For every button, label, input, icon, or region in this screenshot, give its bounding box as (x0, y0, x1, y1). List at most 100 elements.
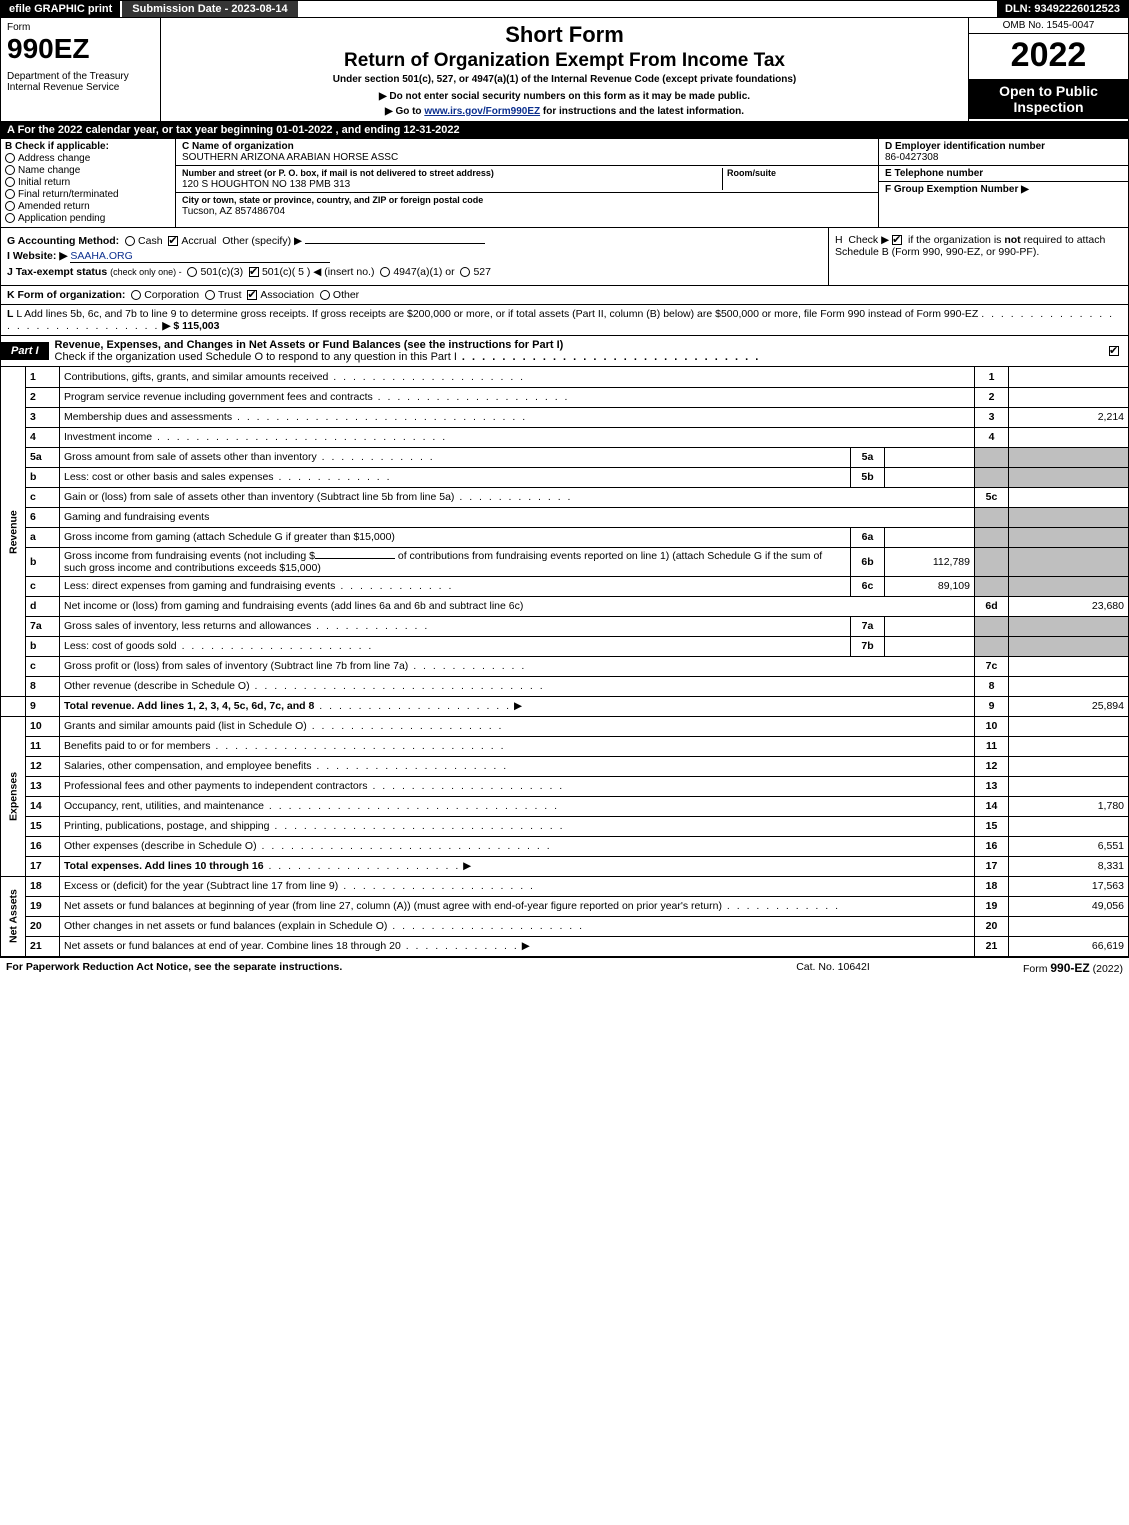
gh-left: G Accounting Method: Cash Accrual Other … (1, 228, 828, 285)
submission-date: Submission Date - 2023-08-14 (120, 1, 297, 17)
j-sub: (check only one) - (110, 267, 182, 277)
line-10-value (1009, 716, 1129, 736)
j-501c3-radio[interactable] (187, 267, 197, 277)
note2-post: for instructions and the latest informat… (540, 106, 744, 117)
chk-name-change[interactable]: Name change (5, 165, 171, 176)
line-15-value (1009, 816, 1129, 836)
line-21-value: 66,619 (1009, 936, 1129, 956)
chk-application-pending[interactable]: Application pending (5, 213, 171, 224)
j-501c-check[interactable] (249, 267, 259, 277)
part-1-schedule-o-check[interactable] (1109, 346, 1119, 356)
spacer (298, 1, 997, 17)
h-checkbox[interactable] (892, 235, 902, 245)
part-1-tag: Part I (1, 342, 49, 360)
c-name-value: SOUTHERN ARIZONA ARABIAN HORSE ASSC (182, 152, 872, 163)
k-label: K Form of organization: (7, 289, 125, 301)
line-5a-value (885, 447, 975, 467)
line-17-value: 8,331 (1009, 856, 1129, 876)
c-city-label: City or town, state or province, country… (182, 195, 483, 205)
line-11-value (1009, 736, 1129, 756)
c-addr-value: 120 S HOUGHTON NO 138 PMB 313 (182, 179, 722, 190)
l-amount: ▶ $ 115,003 (162, 320, 219, 332)
row-a-calendar-year: A For the 2022 calendar year, or tax yea… (0, 122, 1129, 139)
block-g-h-i-j: G Accounting Method: Cash Accrual Other … (0, 228, 1129, 286)
row-l-gross-receipts: L L Add lines 5b, 6c, and 7b to line 9 t… (0, 305, 1129, 336)
subtitle: Under section 501(c), 527, or 4947(a)(1)… (167, 74, 962, 85)
l-text: L Add lines 5b, 6c, and 7b to line 9 to … (16, 308, 978, 320)
line-16-value: 6,551 (1009, 836, 1129, 856)
tax-year: 2022 (969, 34, 1128, 79)
i-website-value[interactable]: SAAHA.ORG (70, 250, 330, 263)
line-2-value (1009, 387, 1129, 407)
open-public: Open to Public Inspection (969, 79, 1128, 119)
d-ein-label: D Employer identification number (885, 141, 1045, 152)
department: Department of the Treasury Internal Reve… (7, 71, 154, 93)
note-link: ▶ Go to www.irs.gov/Form990EZ for instru… (167, 106, 962, 117)
c-name-label: C Name of organization (182, 141, 294, 152)
form-label: Form (7, 22, 154, 33)
chk-address-change[interactable]: Address change (5, 153, 171, 164)
header-mid: Short Form Return of Organization Exempt… (161, 18, 968, 121)
line-20-value (1009, 916, 1129, 936)
part-1-title: Revenue, Expenses, and Changes in Net As… (49, 336, 1103, 366)
block-b-c-d: B Check if applicable: Address change Na… (0, 139, 1129, 228)
h-check-schedule-b: H Check ▶ if the organization is not req… (828, 228, 1128, 285)
form-header: Form 990EZ Department of the Treasury In… (0, 18, 1129, 122)
g-other-input[interactable] (305, 243, 485, 244)
k-assoc-check[interactable] (247, 290, 257, 300)
line-8-value (1009, 676, 1129, 696)
line-19-value: 49,056 (1009, 896, 1129, 916)
note2-pre: ▶ Go to (385, 106, 424, 117)
line-7c-value (1009, 656, 1129, 676)
g-other-label: Other (specify) ▶ (222, 235, 302, 247)
line-18-value: 17,563 (1009, 876, 1129, 896)
col-c-organization: C Name of organization SOUTHERN ARIZONA … (176, 139, 878, 227)
h-text: H Check ▶ if the organization is not req… (835, 234, 1105, 258)
line-3-value: 2,214 (1009, 407, 1129, 427)
line-6a-value (885, 527, 975, 547)
line-7a-value (885, 616, 975, 636)
part-1-header: Part I Revenue, Expenses, and Changes in… (0, 336, 1129, 367)
line-9-value: 25,894 (1009, 696, 1129, 716)
catalog-number: Cat. No. 10642I (723, 961, 943, 975)
line-6b-value: 112,789 (885, 547, 975, 576)
net-assets-label: Net Assets (1, 876, 26, 956)
chk-amended-return[interactable]: Amended return (5, 201, 171, 212)
line-4-value (1009, 427, 1129, 447)
header-left: Form 990EZ Department of the Treasury In… (1, 18, 161, 121)
j-tax-exempt-label: J Tax-exempt status (7, 266, 107, 278)
c-city-value: Tucson, AZ 857486704 (182, 206, 872, 217)
i-website-label: I Website: ▶ (7, 250, 67, 262)
line-12-value (1009, 756, 1129, 776)
e-telephone-label: E Telephone number (885, 168, 983, 179)
k-other-radio[interactable] (320, 290, 330, 300)
efile-print[interactable]: efile GRAPHIC print (1, 1, 120, 17)
omb-number: OMB No. 1545-0047 (969, 18, 1128, 34)
note-ssn: ▶ Do not enter social security numbers o… (167, 91, 962, 102)
room-suite-label: Room/suite (727, 168, 776, 178)
irs-link[interactable]: www.irs.gov/Form990EZ (424, 106, 540, 117)
chk-final-return[interactable]: Final return/terminated (5, 189, 171, 200)
line-13-value (1009, 776, 1129, 796)
form-number: 990EZ (7, 33, 154, 65)
title-return: Return of Organization Exempt From Incom… (167, 50, 962, 72)
line-14-value: 1,780 (1009, 796, 1129, 816)
top-bar: efile GRAPHIC print Submission Date - 20… (0, 0, 1129, 18)
line-5c-value (1009, 487, 1129, 507)
col-b-check-applicable: B Check if applicable: Address change Na… (1, 139, 176, 227)
g-accrual-check[interactable] (168, 236, 178, 246)
k-corp-radio[interactable] (131, 290, 141, 300)
header-right: OMB No. 1545-0047 2022 Open to Public In… (968, 18, 1128, 121)
row-k-form-of-org: K Form of organization: Corporation Trus… (0, 286, 1129, 305)
j-4947-radio[interactable] (380, 267, 390, 277)
line-1-value (1009, 367, 1129, 387)
col-d-e-f: D Employer identification number 86-0427… (878, 139, 1128, 227)
chk-initial-return[interactable]: Initial return (5, 177, 171, 188)
k-trust-radio[interactable] (205, 290, 215, 300)
c-addr-label: Number and street (or P. O. box, if mail… (182, 168, 494, 178)
g-cash-radio[interactable] (125, 236, 135, 246)
f-group-exemption-label: F Group Exemption Number ▶ (885, 184, 1029, 195)
j-527-radio[interactable] (460, 267, 470, 277)
line-6c-value: 89,109 (885, 576, 975, 596)
line-7b-value (885, 636, 975, 656)
